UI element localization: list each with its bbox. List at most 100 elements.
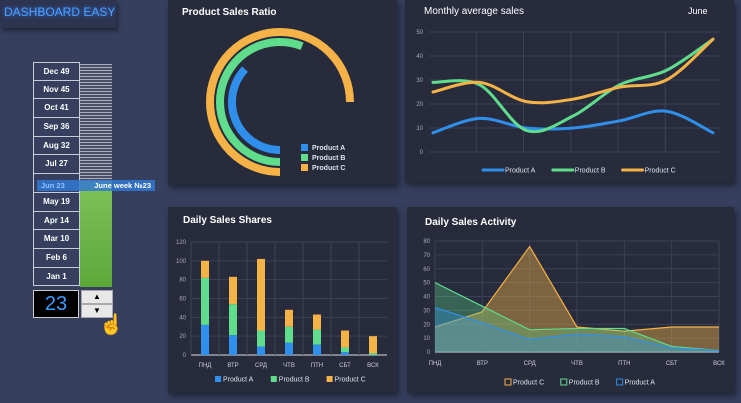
legend-label: Product A (625, 380, 656, 387)
y-tick-label: 60 (423, 267, 430, 273)
legend-swatch (504, 378, 512, 386)
bar-segment (285, 342, 293, 355)
y-tick-label: 80 (423, 239, 430, 245)
timeline-selected-marker[interactable]: Jun 23 June week №23 (37, 180, 155, 191)
area-chart: 0 10 20 30 40 50 60 70 80 ПНД ВТР СРД ЧТВ ПТН СБТ ВСК Pr… (423, 239, 725, 387)
bar-segment (201, 324, 209, 355)
chart-title: Product Sales Ratio (182, 7, 277, 18)
daily-shares-panel: Daily Sales Shares 0 20 40 60 80 100 120 ПНД ВТР… (168, 207, 397, 393)
y-tick-label: 60 (179, 297, 186, 303)
legend-label: Product C (335, 377, 366, 384)
chart-title: Monthly average sales (424, 6, 525, 17)
legend-swatch (301, 144, 308, 151)
daily-activity-panel: Daily Sales Activity 0 10 20 30 40 50 60 70 80 ПН… (407, 207, 734, 393)
bar-segment (201, 260, 209, 278)
timeline-item[interactable]: Jan 1 (33, 267, 80, 287)
series-line-product-a (431, 109, 715, 135)
legend-label: Product C (645, 168, 676, 175)
y-tick-label: 20 (416, 102, 423, 108)
legend-label: Product A (312, 145, 345, 152)
bar-segment (313, 344, 321, 355)
y-tick-label: 80 (179, 278, 186, 284)
product-sales-ratio-panel: Product Sales Ratio Product A Product B Pr… (168, 0, 397, 185)
x-tick-label: ВТР (227, 363, 238, 369)
legend-swatch (616, 378, 624, 386)
marker-caption: June week №23 (94, 181, 151, 190)
legend-label: Product B (569, 380, 600, 387)
radial-chart: Product A Product B Product C (206, 28, 354, 176)
bar-segment (285, 309, 293, 327)
bar-segment (313, 314, 321, 330)
area-line-product-c (434, 245, 719, 332)
bar-segment (229, 276, 237, 305)
bar-segment (257, 346, 265, 355)
hand-cursor-icon: ☝ (99, 314, 124, 336)
bar-segment (257, 330, 265, 347)
area-fill-product-b (435, 282, 719, 352)
chart-title: Daily Sales Activity (425, 217, 517, 228)
x-tick-label: ЧТВ (283, 363, 295, 369)
x-tick-label: ВТР (477, 361, 488, 367)
y-tick-label: 120 (176, 240, 187, 246)
timeline-item[interactable]: May 19 (33, 192, 80, 212)
month-label: June (688, 6, 708, 16)
area-fill-product-a (435, 307, 719, 352)
radial-bar-product-b (216, 38, 304, 166)
spin-up-button[interactable]: ▲ (81, 290, 113, 304)
y-tick-label: 10 (416, 126, 423, 132)
legend-label: Product B (312, 155, 345, 162)
spin-down-button[interactable]: ▼ (81, 304, 113, 318)
y-tick-label: 50 (423, 281, 430, 287)
y-tick-label: 0 (427, 350, 431, 356)
legend-swatch (560, 378, 568, 386)
timeline-item[interactable]: Aug 32 (33, 136, 80, 156)
timeline-item[interactable]: Sep 36 (33, 118, 80, 137)
bar-segment (229, 335, 237, 355)
x-tick-label: ВСК (367, 363, 379, 369)
legend-label: Product A (505, 168, 536, 175)
x-tick-label: ЧТВ (571, 361, 583, 367)
legend-swatch (270, 376, 277, 382)
y-tick-label: 40 (179, 315, 186, 321)
y-tick-label: 20 (179, 334, 186, 340)
timeline-item[interactable]: Nov 45 (33, 80, 80, 100)
x-tick-label: СБТ (666, 361, 678, 367)
chart-title: Daily Sales Shares (183, 215, 272, 226)
x-tick-label: ПНД (429, 361, 442, 367)
y-tick-label: 0 (183, 353, 187, 359)
x-tick-label: СРД (255, 363, 267, 369)
radial-bar-product-c (206, 28, 354, 176)
bar-chart: 0 20 40 60 80 100 120 ПНД ВТР СРД ЧТВ ПТН СБТ ВСК Prod… (176, 240, 387, 384)
y-tick-label: 40 (416, 54, 423, 60)
timeline-item[interactable]: Mar 10 (33, 230, 80, 249)
bar-segment (285, 326, 293, 343)
monthly-average-panel: Monthly average sales June 0 10 20 30 40 50 Pr… (405, 0, 734, 183)
legend-swatch (301, 164, 308, 171)
x-tick-label: ПНД (199, 363, 212, 369)
timeline-item[interactable]: Jul 27 (33, 155, 80, 175)
timeline-item[interactable]: Apr 14 (33, 211, 80, 231)
legend-label: Product A (223, 377, 254, 384)
timeline-item[interactable]: Dec 49 (33, 62, 80, 81)
bar-segment (201, 277, 209, 325)
series-line-product-b (431, 37, 715, 134)
bar-segment (257, 258, 265, 331)
legend-label: Product C (312, 165, 345, 172)
timeline-item[interactable]: Feb 6 (33, 248, 80, 268)
bar-segment (341, 352, 349, 355)
y-tick-label: 50 (416, 30, 423, 36)
y-tick-label: 30 (416, 78, 423, 84)
bar-segment (341, 347, 349, 353)
timeline-item[interactable]: Oct 41 (33, 99, 80, 119)
y-tick-label: 70 (423, 253, 430, 259)
marker-week-label: Jun 23 (41, 181, 65, 190)
series-line-product-c (431, 37, 715, 105)
x-tick-label: СБТ (339, 363, 351, 369)
y-tick-label: 10 (423, 336, 430, 342)
legend-swatch (215, 376, 221, 382)
legend-label: Product B (575, 168, 606, 175)
week-number-display: 23 (33, 290, 79, 318)
y-tick-label: 100 (176, 259, 187, 265)
bar-segment (341, 330, 349, 348)
